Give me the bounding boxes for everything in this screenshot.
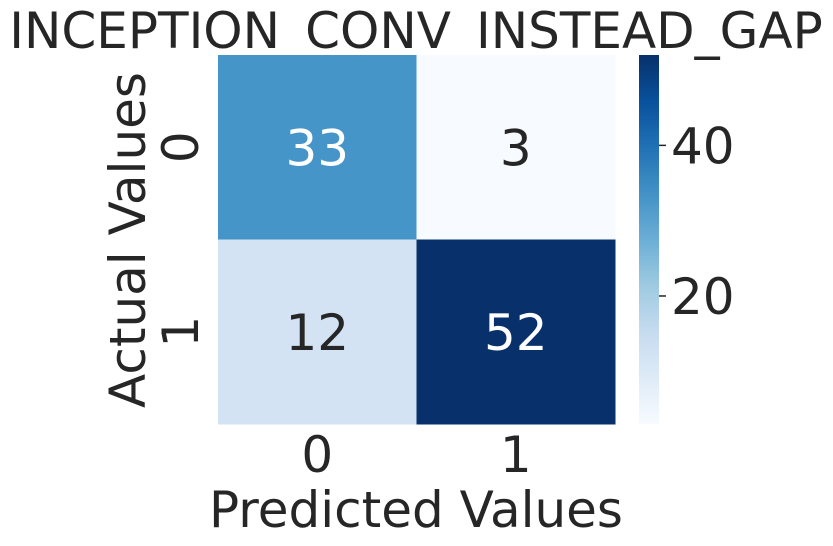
cell-value-label-r0-c1: 3 [500,119,532,177]
heatmap-cells [218,55,616,425]
x-axis-label: Predicted Values [209,481,623,539]
cell-value-label-r1-c1: 52 [484,304,548,362]
colorbar-tick-label: 40 [671,117,735,175]
y-tick-labels: 01 [152,131,210,347]
heatmap-cell-r1-c1 [416,239,616,425]
cell-value-label-r0-c0: 33 [285,119,349,177]
heatmap-cell-r1-c0 [218,239,417,425]
y-tick-label: 0 [152,131,210,163]
heatmap-cell-r0-c0 [218,55,417,240]
chart-title: INCEPTION_CONV_INSTEAD_GAP [9,2,823,60]
x-tick-label: 1 [500,426,532,484]
y-tick-label: 1 [152,316,210,348]
x-tick-label: 0 [301,426,333,484]
y-axis-label: Actual Values [99,72,157,408]
colorbar-tick-label: 20 [671,268,735,326]
heatmap-cell-r0-c1 [416,55,616,240]
heatmap-cell-labels: 33 312 52 [285,119,547,362]
cell-value-label-r1-c0: 12 [285,304,349,362]
colorbar [639,55,659,424]
